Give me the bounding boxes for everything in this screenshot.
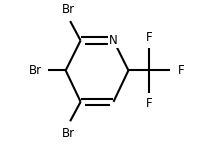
Text: F: F: [146, 31, 153, 44]
Text: Br: Br: [29, 64, 42, 77]
Text: F: F: [146, 97, 153, 110]
Text: N: N: [109, 34, 118, 47]
Text: Br: Br: [62, 127, 75, 140]
Text: Br: Br: [62, 3, 75, 16]
Text: F: F: [177, 64, 184, 77]
